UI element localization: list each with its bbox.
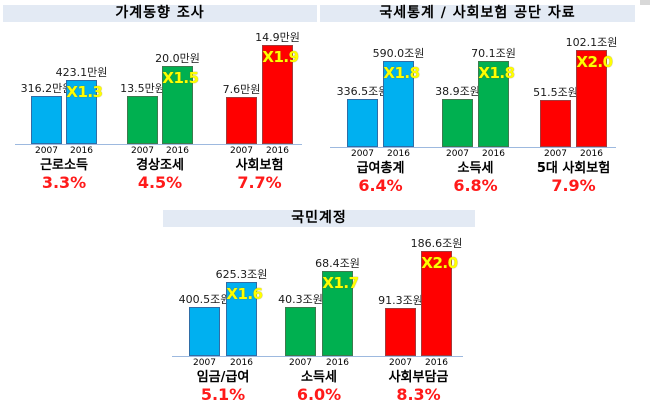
value-label: 7.6만원 [222,83,261,96]
category-name: 임금/급여 [196,370,250,385]
growth-rate: 7.7% [237,173,282,192]
bar-2007 [31,96,62,144]
multiplier-label: X1.8 [478,64,515,82]
category-name: 소득세 [457,161,494,176]
multiplier-label: X1.7 [322,274,359,292]
year-label: 2007 [446,149,469,159]
category-name: 소득세 [301,370,337,385]
bar-2016 [162,66,193,144]
year-label: 2007 [193,358,216,368]
value-label: 40.3조원 [278,293,323,306]
value-label: 91.3조원 [378,294,423,307]
value-label: 68.4조원 [315,257,360,270]
year-label: 2016 [266,146,289,156]
bar-2007 [127,96,158,144]
value-label: 20.0만원 [155,52,200,65]
value-label: 423.1만원 [55,66,108,79]
value-label: 14.9만원 [255,31,300,44]
value-label: 316.2만원 [20,82,73,95]
growth-rate: 8.3% [396,385,441,404]
growth-rate: 6.0% [296,385,342,404]
year-label: 2016 [326,358,349,368]
growth-rate: 7.9% [551,176,596,195]
category-name: 5대 사회보험 [536,161,611,176]
chart-baseline [15,144,302,145]
value-label: 102.1조원 [565,36,618,49]
growth-rate: 4.5% [137,173,183,192]
multiplier-label: X1.6 [226,285,263,303]
bar-2016 [262,45,293,144]
category-name: 근로소득 [40,158,88,173]
bar-2016 [478,61,509,147]
chart-baseline [330,147,616,148]
bar-2016 [421,251,452,356]
corner-mark [640,0,650,5]
section-header: 국민계정 [163,210,475,227]
year-label: 2016 [70,146,93,156]
category-name: 사회보험 [235,158,284,173]
chart-baseline [172,356,463,357]
multiplier-label: X1.5 [162,69,199,87]
bar-2007 [385,308,416,356]
bar-2016 [322,271,353,356]
category-name: 경상조세 [136,158,184,173]
growth-rate: 5.1% [200,385,246,404]
bar-2007 [189,307,220,356]
section-header: 가계동향 조사 [3,5,317,22]
year-label: 2016 [166,146,189,156]
year-label: 2016 [387,149,410,159]
year-label: 2007 [389,358,412,368]
year-label: 2016 [230,358,253,368]
multiplier-label: X1.3 [66,83,103,101]
year-label: 2016 [425,358,448,368]
value-label: 336.5조원 [336,85,389,98]
value-label: 13.5만원 [120,82,165,95]
year-label: 2016 [482,149,505,159]
year-label: 2016 [580,149,603,159]
section-header: 국세통계 / 사회보험 공단 자료 [320,5,635,22]
year-label: 2007 [35,146,58,156]
value-label: 625.3조원 [215,268,268,281]
bar-2016 [66,80,97,144]
year-label: 2007 [131,146,154,156]
multiplier-label: X2.0 [421,254,458,272]
year-label: 2007 [230,146,253,156]
year-label: 2007 [289,358,312,368]
growth-rate: 6.8% [453,176,498,195]
value-label: 186.6조원 [410,237,463,250]
bar-2007 [347,99,378,147]
bar-2007 [226,97,257,144]
value-label: 590.0조원 [372,47,425,60]
value-label: 400.5조원 [178,293,231,306]
multiplier-label: X1.8 [383,64,420,82]
value-label: 51.5조원 [533,86,578,99]
bar-2007 [442,99,473,147]
category-name: 사회부담금 [388,370,449,385]
growth-rate: 3.3% [41,173,87,192]
multiplier-label: X2.0 [576,53,613,71]
bar-2007 [540,100,571,147]
bar-2016 [226,282,257,356]
category-name: 급여총계 [356,161,405,176]
bar-2016 [576,50,607,147]
bar-2007 [285,307,316,356]
value-label: 70.1조원 [471,47,516,60]
value-label: 38.9조원 [435,85,480,98]
year-label: 2007 [544,149,567,159]
bar-2016 [383,61,414,147]
growth-rate: 6.4% [358,176,403,195]
multiplier-label: X1.9 [262,48,299,66]
year-label: 2007 [351,149,374,159]
